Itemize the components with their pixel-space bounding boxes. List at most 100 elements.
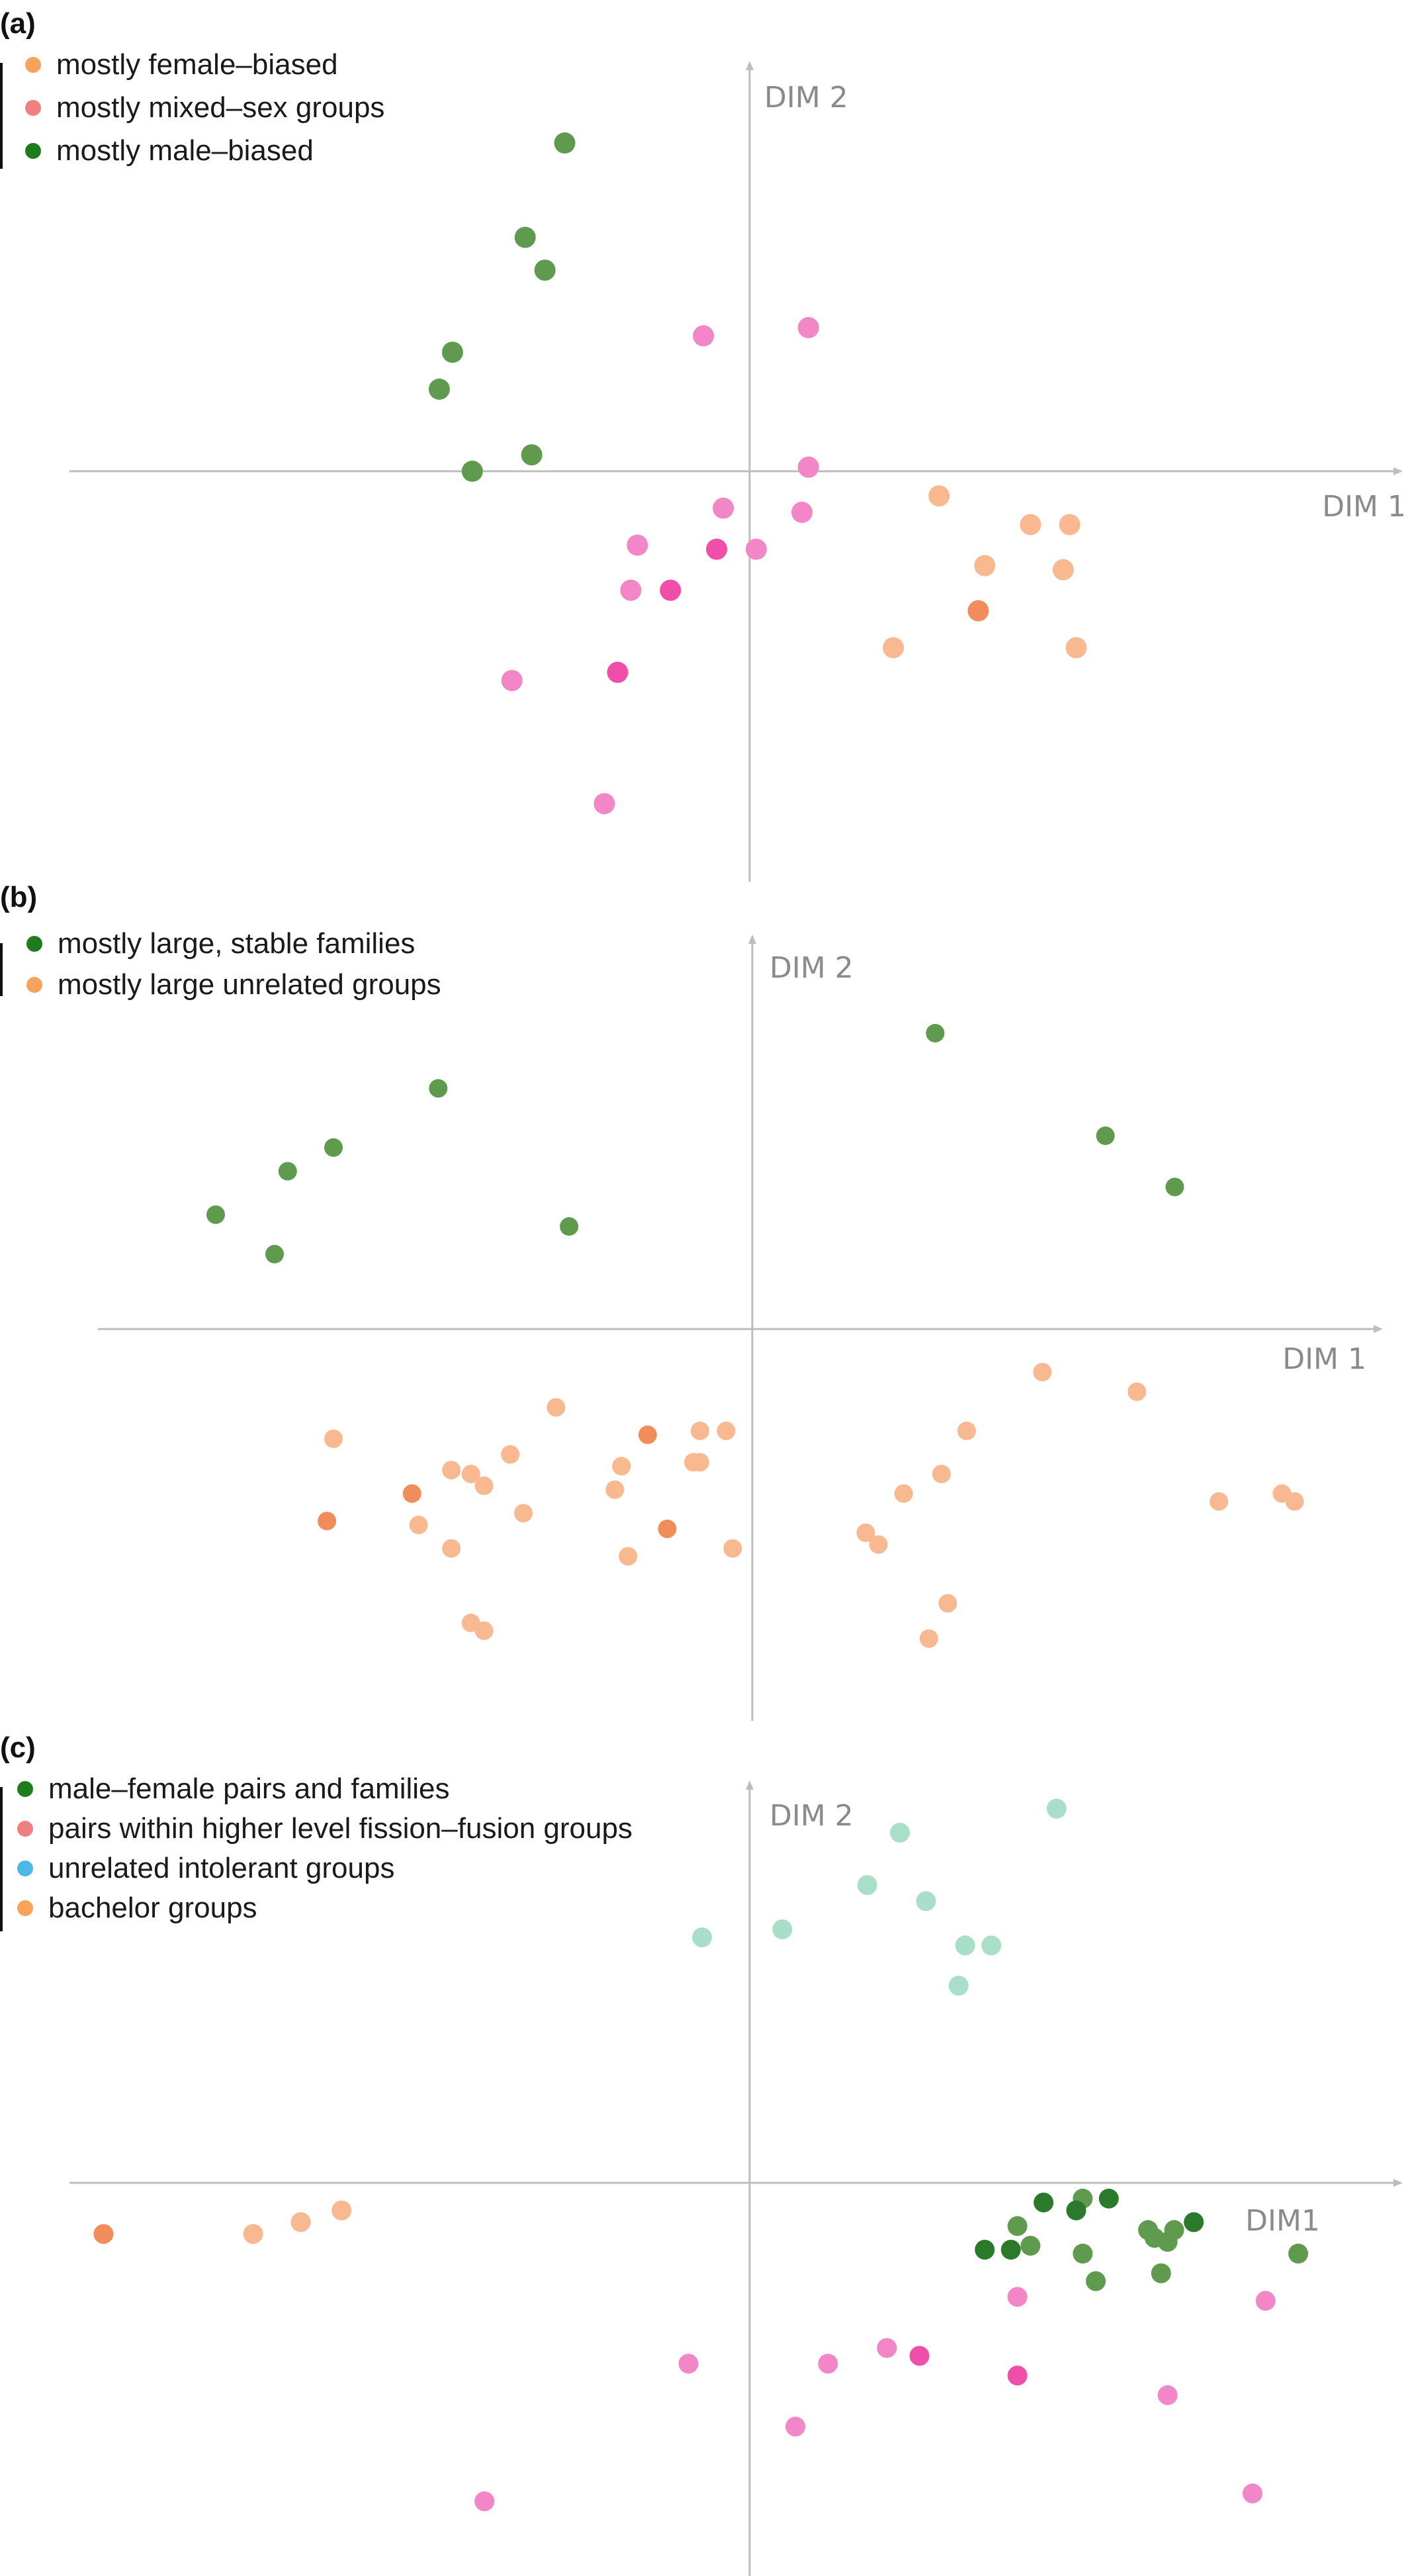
data-point	[926, 1024, 945, 1042]
legend: mostly female–biased mostly mixed–sex gro…	[0, 48, 384, 169]
data-point	[1020, 2236, 1041, 2256]
data-point	[278, 1162, 297, 1181]
data-point	[1096, 1127, 1115, 1145]
data-point	[1059, 514, 1080, 535]
y-axis-arrow	[746, 61, 754, 70]
x-axis-arrow	[1374, 1325, 1383, 1333]
legend-entry: mostly large, stable families	[58, 927, 415, 960]
data-point	[612, 1457, 631, 1476]
data-point	[619, 1547, 638, 1566]
data-point	[1000, 2240, 1021, 2260]
data-point	[1288, 2243, 1309, 2264]
legend-marker	[17, 1821, 33, 1837]
data-point	[1073, 2243, 1093, 2264]
data-point	[1046, 1798, 1067, 1819]
data-point	[1285, 1492, 1304, 1511]
data-point	[883, 637, 904, 659]
data-point	[474, 1476, 494, 1495]
data-point	[658, 1519, 677, 1538]
data-point	[513, 1504, 533, 1523]
data-point	[1127, 1382, 1147, 1401]
legend-marker	[26, 977, 42, 993]
data-point	[1243, 2483, 1262, 2504]
data-point	[967, 600, 989, 621]
data-point	[678, 2354, 699, 2374]
data-point	[916, 1891, 936, 1911]
panel-label: (c)	[0, 1731, 36, 1764]
data-point	[265, 1244, 284, 1264]
data-point	[1007, 2287, 1028, 2307]
legend-entry: mostly male–biased	[56, 134, 314, 167]
data-point	[594, 793, 615, 815]
data-point	[690, 1421, 709, 1440]
data-point	[818, 2354, 838, 2374]
data-point	[1157, 2385, 1178, 2405]
data-point	[1065, 637, 1087, 659]
data-point	[442, 1539, 461, 1558]
data-point	[620, 579, 642, 601]
data-point	[1165, 1177, 1184, 1197]
data-point	[1157, 2232, 1178, 2252]
legend-entry: unrelated intolerant groups	[48, 1852, 394, 1884]
y-axis-arrow	[748, 935, 756, 944]
data-point	[932, 1465, 951, 1483]
data-point	[514, 226, 536, 248]
data-point	[660, 579, 682, 601]
data-points	[206, 1024, 1304, 1648]
data-point	[605, 1480, 625, 1499]
data-point	[521, 444, 543, 466]
data-point	[894, 1484, 913, 1503]
y-axis-label: DIM 2	[770, 1799, 854, 1833]
legend-marker	[17, 1861, 33, 1876]
data-point	[791, 502, 813, 523]
data-point	[607, 661, 629, 683]
data-point	[856, 1523, 875, 1542]
data-point	[909, 2346, 930, 2366]
data-point	[1034, 2192, 1054, 2213]
data-point	[318, 1512, 337, 1531]
data-point	[501, 670, 523, 692]
y-axis-label: DIM 2	[770, 951, 854, 985]
data-point	[1210, 1492, 1229, 1511]
x-axis-label: DIM 1	[1282, 1342, 1366, 1376]
data-point	[441, 342, 463, 363]
panel-label: (b)	[0, 881, 37, 913]
legend-marker	[25, 100, 41, 116]
data-point	[690, 1453, 709, 1472]
legend: mostly large, stable families mostly larg…	[0, 927, 441, 1001]
data-point	[772, 1919, 793, 1939]
data-point	[797, 456, 819, 478]
x-axis-arrow	[1393, 467, 1403, 475]
data-point	[206, 1205, 225, 1224]
data-point	[1007, 2216, 1028, 2236]
data-point	[324, 1138, 343, 1157]
data-point	[857, 1875, 877, 1896]
data-point	[974, 555, 996, 576]
x-axis-arrow	[1393, 2179, 1403, 2187]
data-point	[948, 1976, 969, 1996]
x-axis-label: DIM 1	[1322, 490, 1406, 524]
data-point	[723, 1539, 742, 1558]
data-point	[955, 1935, 975, 1956]
data-point	[429, 1079, 448, 1098]
data-point	[547, 1398, 566, 1417]
data-point	[1098, 2188, 1119, 2209]
data-point	[706, 538, 728, 560]
legend-marker	[25, 57, 41, 73]
legend-entry: male–female pairs and families	[48, 1772, 450, 1805]
data-point	[560, 1217, 579, 1236]
data-point	[713, 497, 734, 519]
data-point	[1052, 559, 1074, 580]
panel-c: DIM 2 DIM1 (c) male–female pairs and famili…	[0, 1731, 1403, 2576]
data-point	[869, 1535, 888, 1554]
legend-entry: pairs within higher level fission–fusion…	[48, 1812, 633, 1845]
legend-marker	[26, 936, 42, 952]
data-point	[693, 325, 715, 347]
data-point	[461, 1465, 480, 1483]
data-point	[331, 2200, 352, 2221]
data-point	[957, 1421, 976, 1440]
data-point	[877, 2338, 897, 2358]
data-point	[1066, 2200, 1086, 2221]
